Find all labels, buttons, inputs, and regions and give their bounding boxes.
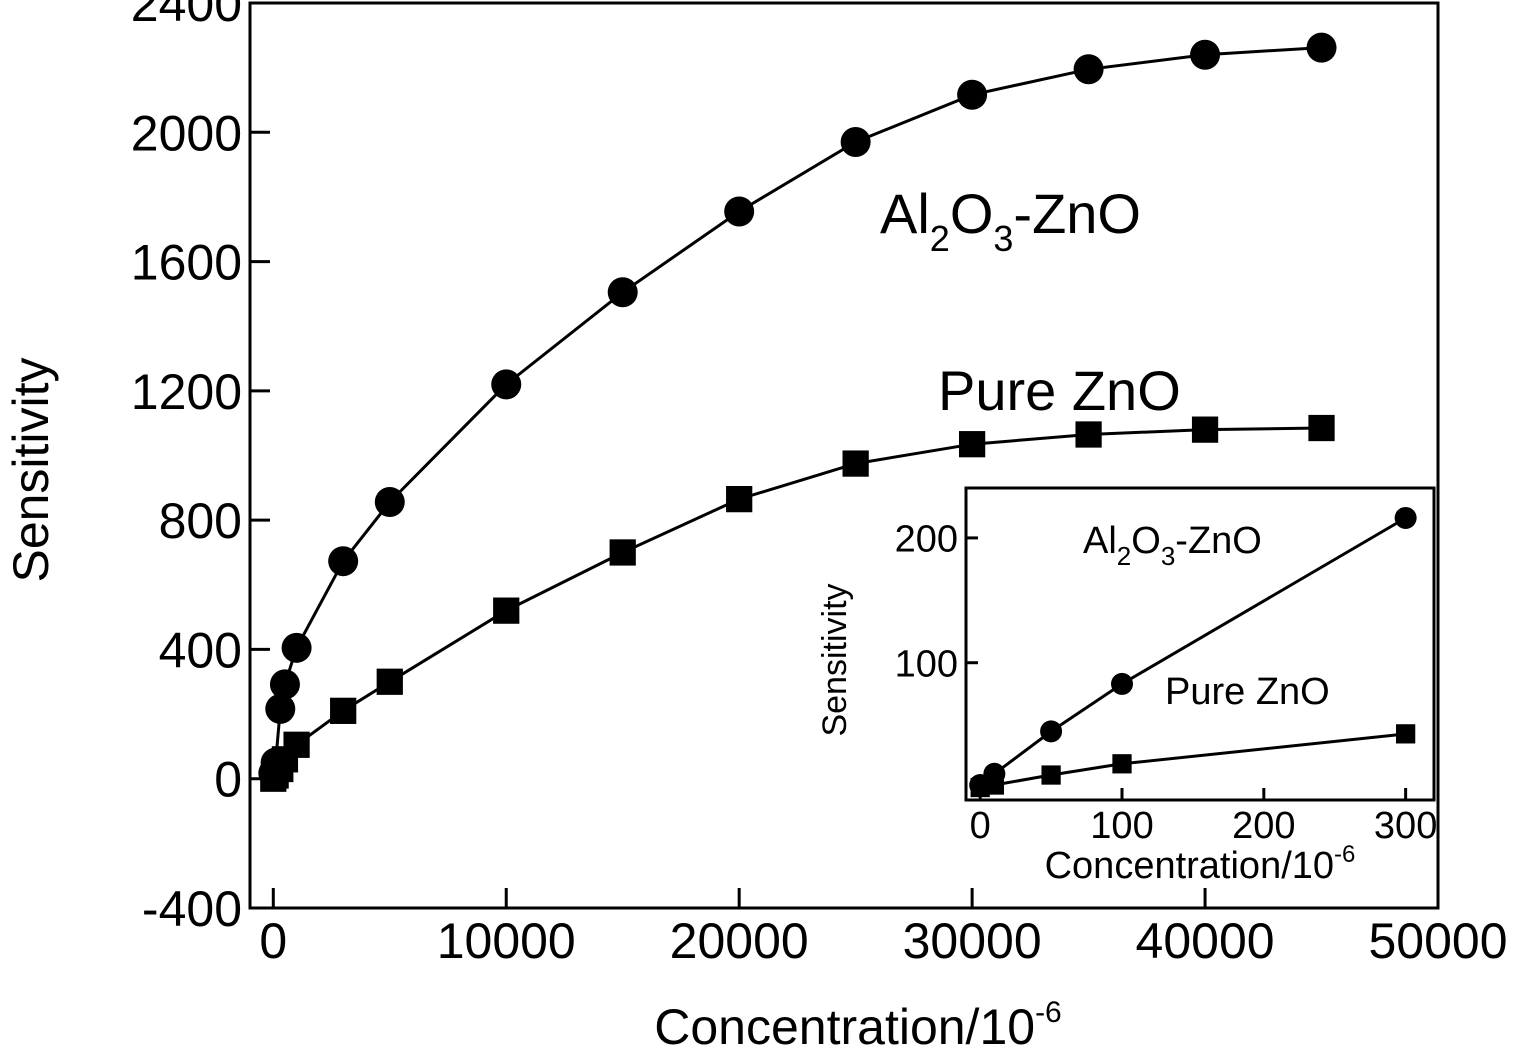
- main-point-al2o3-zno: [724, 196, 755, 227]
- main-point-al2o3-zno: [1190, 39, 1221, 70]
- main-point-pure-zno: [283, 731, 310, 758]
- main-y-tick-label: 400: [159, 622, 242, 678]
- main-point-al2o3-zno: [607, 277, 638, 308]
- main-point-pure-zno: [1308, 414, 1335, 442]
- inset-plot: 0 100 200 300 100 200 Al2O3-ZnO Pure ZnO Sens…: [816, 486, 1438, 887]
- inset-point-al2o3-zno: [1111, 672, 1133, 695]
- inset-point-pure-zno: [1396, 724, 1416, 744]
- main-y-tick-label: 1200: [131, 364, 242, 420]
- main-y-tick-label: 800: [159, 493, 242, 549]
- main-point-al2o3-zno: [840, 126, 871, 157]
- inset-y-tick-label: 200: [895, 519, 958, 561]
- main-point-pure-zno: [609, 539, 636, 566]
- main-point-al2o3-zno: [269, 669, 300, 700]
- inset-series-group: [969, 506, 1417, 798]
- main-y-tick-label: -400: [142, 881, 242, 937]
- inset-point-pure-zno: [1041, 765, 1061, 785]
- main-point-al2o3-zno: [374, 487, 405, 518]
- main-annotation-al2o3-zno: Al2O3-ZnO: [880, 182, 1141, 259]
- main-y-axis-title: Sensitivity: [3, 357, 59, 582]
- main-annotation-pure-zno: Pure ZnO: [938, 359, 1181, 422]
- inset-x-tick-label: 0: [970, 805, 991, 847]
- main-point-pure-zno: [842, 450, 869, 477]
- main-point-al2o3-zno: [491, 369, 522, 400]
- main-y-tick-label: 0: [214, 752, 242, 808]
- inset-y-axis-title: Sensitivity: [816, 583, 854, 736]
- main-x-tick-label: 20000: [670, 913, 809, 969]
- inset-point-al2o3-zno: [1040, 720, 1063, 743]
- main-y-tick-label: 1600: [131, 235, 242, 291]
- inset-point-pure-zno: [1112, 754, 1132, 774]
- main-x-tick-label: 0: [259, 913, 287, 969]
- main-plot: 0 10000 20000 30000 40000 50000-4000400800120…: [3, 0, 1508, 1055]
- inset-y-tick-label: 100: [895, 643, 958, 685]
- main-point-pure-zno: [1191, 416, 1219, 443]
- inset-x-tick-label: 300: [1374, 805, 1437, 847]
- main-axes: 0 10000 20000 30000 40000 50000-4000400800120…: [131, 0, 1508, 969]
- main-x-tick-label: 50000: [1368, 913, 1507, 969]
- main-x-axis-title: Concentration/10-6: [654, 996, 1062, 1051]
- main-point-al2o3-zno: [1306, 32, 1337, 63]
- main-point-al2o3-zno: [328, 546, 359, 577]
- main-series-group: [258, 32, 1337, 792]
- main-point-al2o3-zno: [265, 693, 296, 724]
- main-point-pure-zno: [726, 486, 753, 513]
- inset-plot-frame: [964, 486, 1436, 802]
- inset-point-al2o3-zno: [1394, 506, 1417, 529]
- main-x-tick-label: 40000: [1136, 913, 1275, 969]
- main-plot-frame: [248, 1, 1440, 910]
- inset-x-tick-label: 200: [1232, 805, 1295, 847]
- inset-x-axis-title: Concentration/10-6: [1045, 841, 1356, 887]
- main-point-pure-zno: [330, 697, 357, 724]
- main-point-pure-zno: [493, 597, 520, 624]
- inset-point-pure-zno: [984, 775, 1004, 795]
- inset-annotation-al2o3-zno: Al2O3-ZnO: [1083, 520, 1262, 571]
- main-point-pure-zno: [1075, 421, 1102, 448]
- inset-axes: 0 100 200 300 100 200: [895, 519, 1438, 847]
- main-point-pure-zno: [958, 431, 986, 458]
- inset-x-tick-label: 100: [1090, 805, 1153, 847]
- main-point-al2o3-zno: [281, 632, 312, 663]
- main-x-tick-label: 30000: [903, 913, 1042, 969]
- main-y-tick-label: 2400: [131, 0, 242, 32]
- main-y-tick-label: 2000: [131, 105, 242, 161]
- main-point-al2o3-zno: [957, 79, 988, 110]
- inset-annotation-pure-zno: Pure ZnO: [1165, 671, 1330, 713]
- main-x-tick-label: 10000: [437, 913, 576, 969]
- main-point-pure-zno: [376, 668, 403, 695]
- main-point-al2o3-zno: [1073, 54, 1104, 85]
